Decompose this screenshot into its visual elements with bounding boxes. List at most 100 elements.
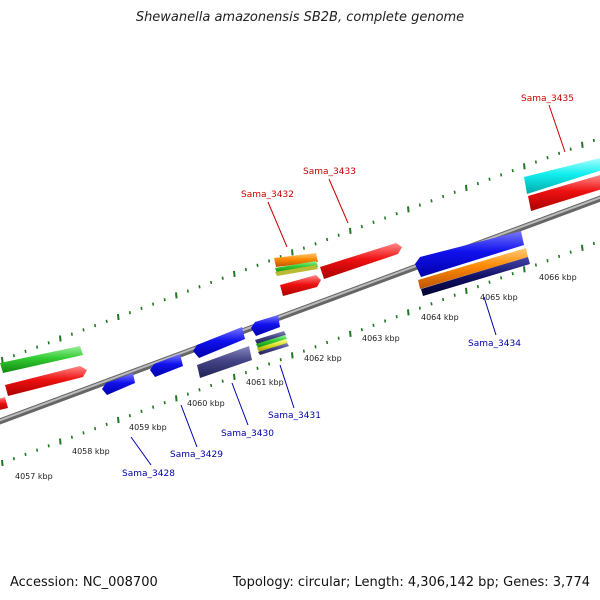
tick-mark — [372, 323, 375, 327]
tick-mark — [105, 319, 108, 323]
gene-arrow — [274, 253, 318, 267]
kbp-label: 4062 kbp — [304, 354, 342, 363]
tick-mark — [256, 263, 259, 267]
tick-mark — [384, 216, 387, 220]
kbp-label: 4063 kbp — [362, 334, 400, 343]
tick-mark — [326, 237, 329, 242]
gene-label: Sama_3428 — [122, 469, 175, 479]
gene-label: Sama_3434 — [468, 339, 521, 349]
tick-mark — [395, 315, 398, 319]
gene-arrow — [275, 261, 318, 273]
tick-mark — [418, 306, 421, 310]
tick-mark — [302, 246, 305, 250]
gene-label: Sama_3433 — [303, 167, 356, 177]
tick-mark — [442, 297, 445, 302]
tick-mark — [360, 327, 363, 332]
gene-arrow — [102, 373, 135, 395]
gene-arrow — [0, 346, 83, 373]
tick-mark — [186, 392, 189, 396]
reverse-tick-track — [1, 241, 595, 467]
accession-text: Accession: NC_008700 — [10, 575, 158, 590]
tick-mark — [1, 356, 4, 364]
tick-mark — [337, 233, 340, 237]
tick-mark — [244, 267, 247, 272]
tick-mark — [117, 416, 120, 424]
tick-mark — [592, 241, 595, 246]
tick-mark — [453, 190, 456, 194]
tick-mark — [221, 276, 224, 280]
tick-mark — [511, 271, 514, 276]
tick-mark — [349, 227, 352, 234]
tick-mark — [163, 401, 166, 405]
gene-arrow — [256, 335, 287, 348]
tick-mark — [117, 313, 120, 321]
tick-mark — [105, 422, 108, 426]
tick-mark — [59, 335, 62, 342]
kbp-label: 4058 kbp — [72, 447, 110, 456]
gene-label: Sama_3431 — [268, 411, 321, 421]
tick-mark — [476, 181, 479, 186]
label-connectors — [130, 104, 566, 466]
gene-arrow — [5, 366, 87, 396]
tick-mark — [70, 435, 73, 439]
tick-mark — [210, 383, 213, 388]
tick-mark — [59, 438, 62, 445]
tick-mark — [488, 177, 491, 181]
tick-mark — [140, 306, 143, 311]
tick-mark — [395, 212, 398, 216]
gene-arrow — [528, 175, 600, 211]
gene-arrow — [150, 354, 183, 377]
tick-mark — [511, 168, 514, 173]
tick-mark — [36, 345, 39, 349]
tick-mark — [430, 302, 433, 306]
gene-label: Sama_3435 — [521, 94, 574, 104]
gene-arrow — [193, 327, 245, 358]
tick-mark — [268, 362, 271, 366]
tick-mark — [500, 276, 503, 280]
map-title: Shewanella amazonensis SB2B, complete ge… — [135, 10, 465, 25]
tick-mark — [24, 349, 27, 354]
tick-mark — [82, 328, 85, 332]
tick-mark — [186, 289, 189, 293]
tick-mark — [47, 444, 50, 448]
gene-label: Sama_3432 — [241, 190, 294, 200]
tick-mark — [430, 199, 433, 203]
tick-mark — [384, 319, 387, 323]
gene-arrow — [197, 346, 252, 378]
tick-mark — [12, 354, 15, 358]
gene-arrow — [320, 243, 402, 279]
tick-mark — [581, 141, 584, 148]
gene-label: Sama_3430 — [221, 429, 274, 439]
gene-arrow — [275, 265, 318, 276]
tick-mark — [140, 409, 143, 414]
kbp-label: 4060 kbp — [187, 399, 225, 408]
tick-mark — [302, 349, 305, 353]
gene-label: Sama_3429 — [170, 450, 223, 460]
tick-mark — [82, 431, 85, 435]
tick-mark — [372, 220, 375, 224]
gene-arrow — [418, 248, 528, 289]
tick-mark — [94, 426, 97, 431]
genome-backbone — [0, 195, 600, 425]
tick-mark — [581, 244, 584, 251]
tick-mark — [233, 373, 236, 380]
tick-mark — [163, 298, 166, 302]
tick-mark — [476, 284, 479, 289]
tick-mark — [407, 309, 410, 316]
tick-mark — [12, 457, 15, 461]
reverse-genes — [102, 231, 530, 395]
tick-mark — [152, 405, 155, 409]
tick-mark — [198, 285, 201, 289]
tick-mark — [221, 379, 224, 383]
tick-mark — [36, 448, 39, 452]
gene-arrow — [280, 275, 321, 296]
tick-mark — [546, 156, 549, 160]
tick-mark — [210, 280, 213, 285]
gene-labels: Sama_3432 Sama_3433 Sama_3435 Sama_3428 … — [122, 94, 574, 479]
tick-mark — [47, 341, 50, 345]
tick-mark — [465, 287, 468, 294]
tick-mark — [244, 370, 247, 375]
tick-mark — [465, 184, 468, 191]
tick-mark — [349, 330, 352, 337]
